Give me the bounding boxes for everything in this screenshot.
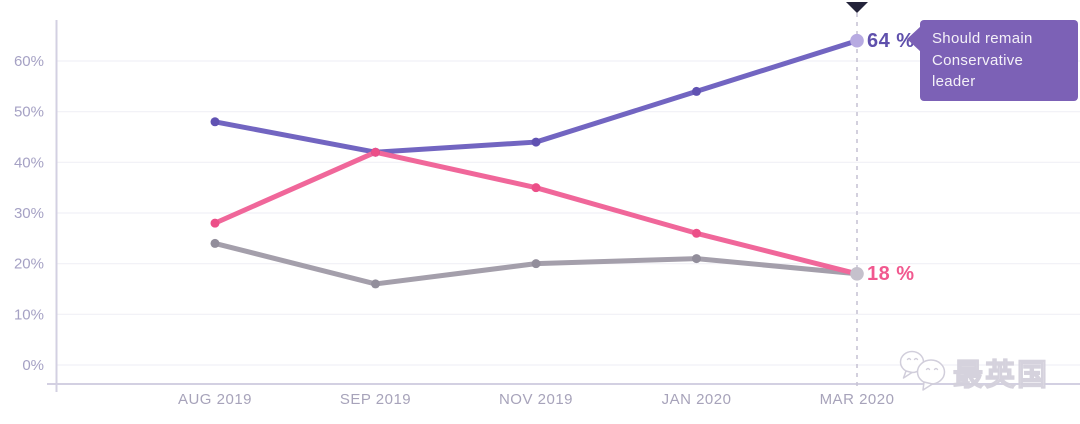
x-axis-tick-label: AUG 2019 — [178, 391, 252, 408]
pink-series-value-label: 18 % — [867, 262, 915, 285]
watermark-text: 最英国 — [952, 358, 1049, 392]
y-axis-tick-label: 20% — [14, 256, 44, 273]
y-axis-tick-label: 50% — [14, 104, 44, 121]
y-axis-tick-label: 60% — [14, 53, 44, 70]
x-axis-tick-label: MAR 2020 — [820, 391, 895, 408]
gray-series-point[interactable] — [210, 238, 220, 248]
pink-series-point[interactable] — [692, 228, 701, 238]
remain-leader-series-line[interactable] — [212, 38, 860, 155]
tooltip-text: Should remain Conservative leader — [932, 30, 1033, 90]
x-axis-tick-label: NOV 2019 — [499, 391, 573, 408]
x-axis-tick-label: SEP 2019 — [340, 391, 411, 408]
gray-series-point[interactable] — [531, 259, 541, 269]
y-axis-tick-label: 10% — [14, 306, 44, 323]
x-axis-tick-label: JAN 2020 — [662, 391, 732, 408]
remain-leader-series-point[interactable] — [210, 117, 220, 127]
gray-series-point[interactable] — [371, 279, 380, 289]
remain-leader-series-end-marker[interactable] — [850, 33, 864, 48]
gray-series-end-marker[interactable] — [850, 266, 864, 281]
pink-series-point[interactable] — [531, 183, 541, 193]
tooltip-should-remain: Should remain Conservative leader — [907, 20, 1078, 101]
highlight-triangle-icon[interactable] — [846, 2, 868, 13]
pink-series-point[interactable] — [210, 218, 220, 228]
tooltip-arrow-icon — [907, 26, 921, 52]
y-axis-tick-label: 30% — [14, 205, 44, 222]
remain-leader-series-point[interactable] — [692, 86, 701, 96]
y-axis-tick-label: 0% — [22, 357, 44, 374]
wechat-logo-icon — [899, 350, 946, 391]
remain-leader-series-point[interactable] — [531, 137, 541, 147]
gray-series-point[interactable] — [692, 254, 701, 264]
y-axis-tick-label: 40% — [14, 154, 44, 171]
pink-series-point[interactable] — [371, 147, 380, 157]
remain-leader-series-value-label: 64 % — [867, 29, 915, 52]
watermark: 最英国 — [897, 347, 1049, 397]
